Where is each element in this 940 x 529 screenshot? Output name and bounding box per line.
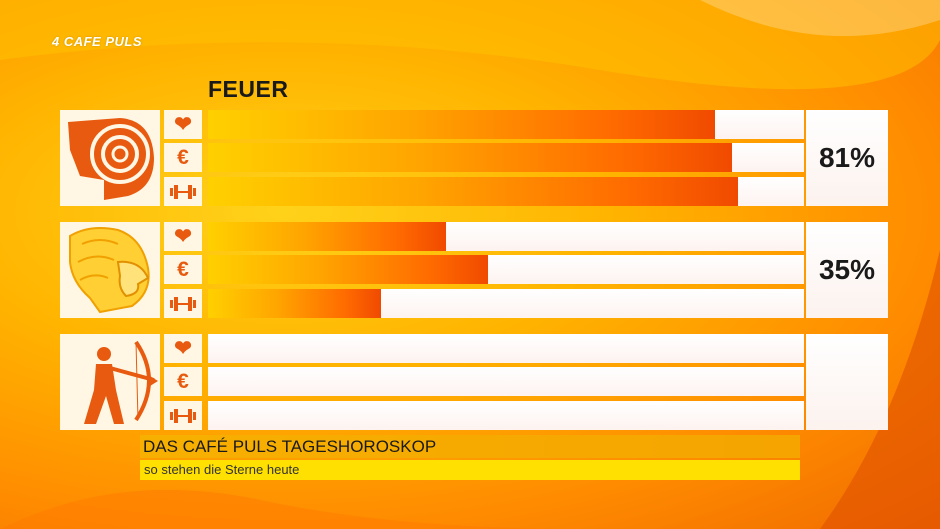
bar-fill-money — [208, 255, 489, 284]
bar-love — [208, 222, 804, 251]
bar-money — [208, 367, 804, 396]
bar-love — [208, 110, 804, 139]
dumbbell-icon — [164, 401, 202, 430]
euro-icon: € — [164, 367, 202, 396]
heart-icon: ❤ — [164, 222, 202, 251]
lion-icon — [60, 222, 160, 318]
bar-fill-love — [208, 110, 715, 139]
bar-love — [208, 334, 804, 363]
sign-row-aries: ❤ € 81% — [60, 110, 888, 206]
ram-icon — [60, 110, 160, 206]
bar-fill-fitness — [208, 289, 381, 318]
dumbbell-icon — [164, 177, 202, 206]
percent-label — [806, 334, 888, 430]
heart-icon: ❤ — [164, 334, 202, 363]
bar-money — [208, 143, 804, 172]
percent-label: 81% — [806, 110, 888, 206]
bar-money — [208, 255, 804, 284]
bar-fitness — [208, 177, 804, 206]
bar-fill-love — [208, 222, 447, 251]
percent-label: 35% — [806, 222, 888, 318]
bar-fill-fitness — [208, 177, 739, 206]
euro-icon: € — [164, 255, 202, 284]
euro-icon: € — [164, 143, 202, 172]
bar-fitness — [208, 289, 804, 318]
archer-icon — [60, 334, 160, 430]
section-title: FEUER — [208, 76, 289, 102]
footer-title: DAS CAFÉ PULS TAGESHOROSKOP — [140, 435, 800, 458]
sign-row-sagittarius: ❤ € — [60, 334, 888, 430]
heart-icon: ❤ — [164, 110, 202, 139]
sign-row-leo: ❤ € 35% — [60, 222, 888, 318]
bar-fill-money — [208, 143, 733, 172]
dumbbell-icon — [164, 289, 202, 318]
bar-fitness — [208, 401, 804, 430]
footer-subtitle: so stehen die Sterne heute — [140, 460, 800, 480]
channel-logo: 4 CAFE PULS — [52, 34, 143, 49]
